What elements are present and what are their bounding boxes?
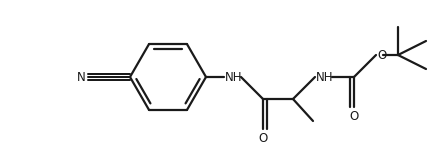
Text: O: O (377, 49, 386, 61)
Text: NH: NH (316, 71, 334, 83)
Text: N: N (77, 71, 86, 83)
Text: O: O (349, 110, 359, 123)
Text: O: O (258, 132, 267, 145)
Text: NH: NH (225, 71, 243, 83)
